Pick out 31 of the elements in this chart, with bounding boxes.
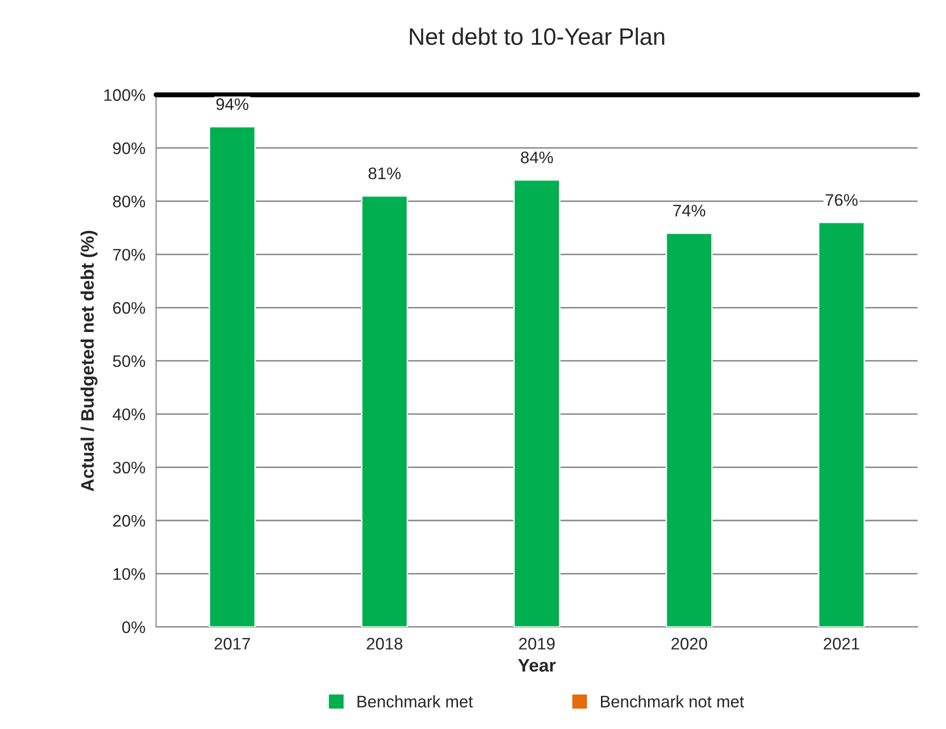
legend-label: Benchmark not met <box>600 695 744 708</box>
data-label: 81% <box>368 167 401 180</box>
y-tick-label: 10% <box>114 568 146 580</box>
y-tick-label: 50% <box>112 355 146 368</box>
y-axis-title: Actual / Budgeted net debt (%) <box>80 230 98 492</box>
x-tick-label: 2021 <box>824 638 860 650</box>
bar <box>818 222 866 627</box>
y-tick-label: 80% <box>113 196 146 208</box>
data-label: 76% <box>826 194 858 206</box>
y-tick-label: 100% <box>104 89 146 101</box>
x-tick-label: 2019 <box>519 638 555 650</box>
y-tick-label: 0% <box>122 621 146 634</box>
data-label: 94% <box>216 98 248 110</box>
chart-title: Net debt to 10-Year Plan <box>410 28 664 45</box>
y-tick-label: 20% <box>113 514 146 527</box>
x-tick-label: 2018 <box>366 638 402 650</box>
x-tick-label: 2020 <box>671 638 708 650</box>
x-axis-title: Year <box>518 659 556 672</box>
y-tick-label: 60% <box>113 302 146 314</box>
legend-label: Benchmark met <box>358 695 473 708</box>
y-tick-label: 30% <box>112 462 146 474</box>
bar <box>666 232 713 627</box>
bar <box>513 179 560 627</box>
bar <box>361 195 408 627</box>
bar <box>208 126 256 627</box>
data-label: 74% <box>673 204 706 216</box>
x-tick-label: 2017 <box>214 638 250 650</box>
y-tick-label: 90% <box>113 142 146 154</box>
y-tick-label: 40% <box>112 408 146 420</box>
y-tick-label: 70% <box>113 248 146 261</box>
data-label: 84% <box>520 152 553 164</box>
